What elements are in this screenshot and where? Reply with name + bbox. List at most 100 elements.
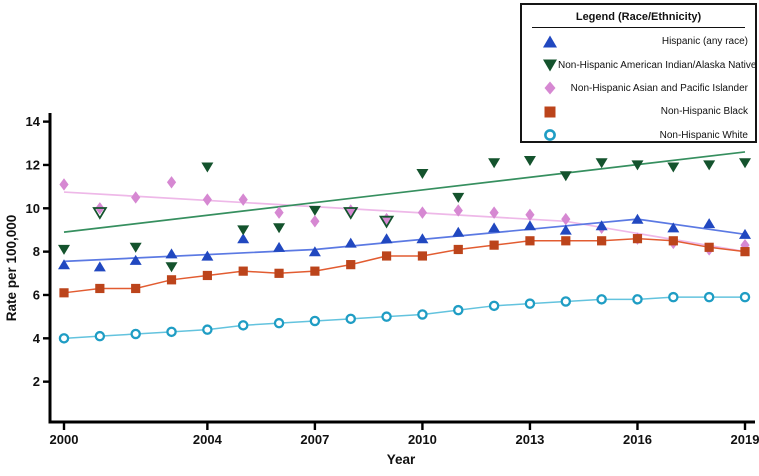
legend-row-asian_pi: Non-Hispanic Asian and Pacific Islander: [522, 77, 755, 100]
data-point: [381, 212, 392, 226]
data-point: [202, 324, 213, 335]
legend-box: Legend (Race/Ethnicity) Hispanic (any ra…: [520, 3, 757, 143]
data-point: [238, 193, 248, 206]
legend-rows: Hispanic (any race) Non-Hispanic American…: [522, 30, 756, 147]
series-asian_pi: [59, 176, 750, 256]
axes: 2 4 6 8 10 12 14 2000 2004 2007 2010 2013 2016 2019: [26, 113, 759, 447]
data-point: [740, 247, 750, 257]
data-point: [380, 233, 393, 244]
data-point: [201, 162, 214, 173]
data-point: [346, 204, 356, 217]
data-point: [344, 237, 357, 248]
y-axis-title: Rate per 100,000: [4, 215, 19, 322]
data-point: [274, 268, 284, 278]
data-point: [165, 248, 178, 259]
data-point: [201, 250, 214, 261]
data-point: [488, 222, 501, 233]
data-point: [273, 241, 286, 252]
legend-label-asian_pi: Non-Hispanic Asian and Pacific Islander: [570, 82, 748, 94]
data-point: [308, 246, 321, 257]
data-point: [488, 300, 500, 312]
data-point: [237, 233, 250, 244]
series-aian: [58, 156, 751, 273]
data-point: [559, 224, 572, 235]
data-point: [310, 215, 320, 228]
data-point: [273, 317, 285, 329]
y-tick-label-10: 10: [26, 201, 40, 216]
diamond-icon: [542, 80, 558, 96]
data-point: [452, 192, 465, 203]
legend-label-black: Non-Hispanic Black: [660, 106, 748, 118]
data-point: [346, 260, 356, 270]
data-point: [739, 228, 751, 239]
data-point: [561, 212, 571, 226]
series-hispanic: [58, 213, 751, 272]
data-point: [668, 291, 679, 303]
x-tick-label-2016: 2016: [623, 432, 652, 447]
data-point: [559, 171, 572, 182]
data-point-open: [343, 207, 359, 220]
x-tick-label-2010: 2010: [408, 432, 437, 447]
square-icon: [542, 104, 558, 120]
legend-label-aian: Non-Hispanic American Indian/Alaska Nati…: [558, 59, 757, 71]
data-point: [525, 208, 535, 222]
data-point: [703, 291, 715, 303]
x-tick-label-2004: 2004: [193, 432, 223, 447]
legend-row-hispanic: Hispanic (any race): [522, 30, 755, 53]
data-point: [309, 315, 321, 327]
data-point: [416, 169, 429, 180]
x-axis-title: Year: [387, 452, 416, 467]
data-point: [703, 218, 716, 229]
data-point: [739, 158, 751, 169]
legend-label-hispanic: Hispanic (any race): [661, 36, 748, 48]
data-point: [595, 220, 608, 231]
data-point: [381, 251, 392, 261]
data-point-open: [92, 207, 108, 220]
data-point: [453, 304, 464, 316]
y-tick-label-6: 6: [33, 287, 40, 302]
connect-line-white: [63, 296, 745, 340]
data-point: [597, 236, 607, 246]
data-point: [166, 176, 177, 189]
data-point: [560, 296, 572, 307]
plot-area: [58, 151, 751, 344]
data-point: [202, 270, 212, 281]
data-point: [631, 213, 644, 224]
connect-line-black: [63, 237, 746, 294]
legend-row-white: Non-Hispanic White: [522, 124, 755, 147]
x-tick-label-2000: 2000: [50, 432, 79, 447]
data-point: [345, 313, 356, 325]
triangle-down-icon: [542, 57, 558, 73]
data-point: [632, 234, 643, 244]
data-point: [489, 206, 499, 219]
data-point: [94, 330, 106, 342]
data-point: [130, 328, 141, 340]
data-point: [59, 178, 69, 191]
legend-row-black: Non-Hispanic Black: [522, 100, 755, 123]
data-point: [308, 205, 321, 216]
x-tick-label-2019: 2019: [731, 432, 759, 447]
data-point: [452, 226, 465, 237]
fit-line-asian_pi: [63, 191, 746, 253]
data-point: [165, 262, 178, 273]
data-point-open: [378, 215, 395, 229]
data-point: [274, 206, 284, 219]
data-point: [58, 259, 70, 270]
fit-line-aian: [63, 151, 746, 233]
y-tick-label-14: 14: [26, 114, 41, 129]
x-tick-label-2013: 2013: [515, 432, 544, 447]
data-point: [739, 291, 751, 303]
data-point: [703, 160, 716, 171]
data-point: [238, 266, 248, 276]
circle-open-icon: [542, 127, 558, 143]
data-point: [58, 333, 70, 344]
data-point: [667, 222, 680, 233]
series-white: [58, 291, 751, 344]
data-point: [523, 156, 536, 167]
triangle-up-icon: [542, 34, 558, 50]
data-point: [595, 158, 608, 169]
legend-divider: [532, 27, 745, 28]
data-point: [59, 288, 69, 298]
